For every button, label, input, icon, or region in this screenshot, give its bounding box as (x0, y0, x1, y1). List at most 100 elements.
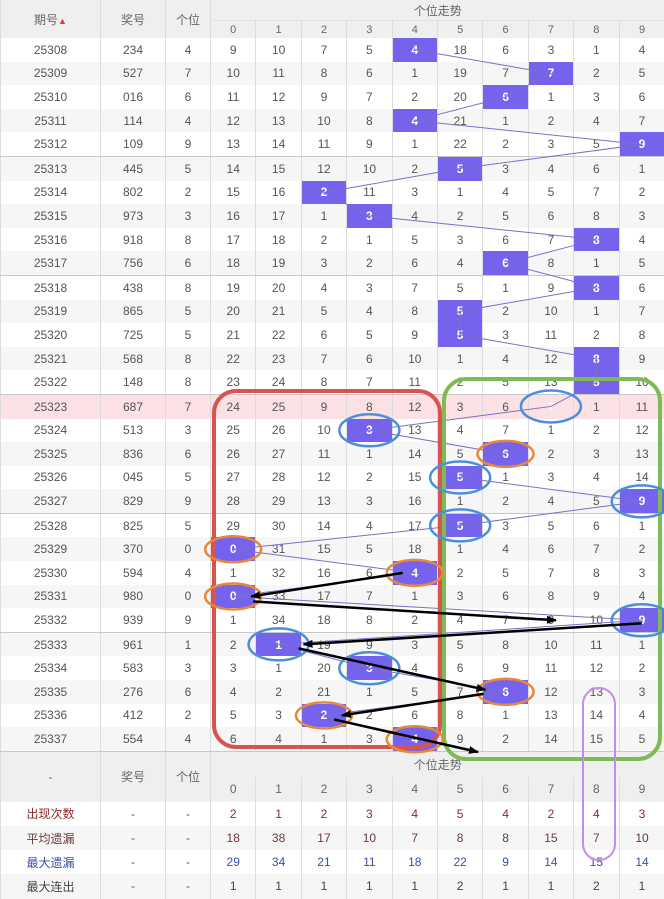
stat-value: 15 (528, 826, 573, 850)
issue-cell: 25317 (1, 251, 101, 275)
miss-cell: 2 (483, 489, 528, 513)
issue-header[interactable]: 期号▲ (1, 0, 101, 38)
issue-cell: 25318 (1, 275, 101, 299)
prize-cell: 725 (101, 323, 166, 347)
miss-cell: 7 (437, 680, 482, 704)
issue-cell: 25334 (1, 656, 101, 680)
hit-cell: 3 (347, 419, 392, 443)
prize-cell: 370 (101, 537, 166, 561)
miss-cell: 11 (528, 323, 573, 347)
miss-cell: 3 (347, 489, 392, 513)
miss-cell: 2 (483, 727, 528, 751)
miss-cell: 9 (301, 394, 346, 418)
unit-cell: 5 (166, 323, 211, 347)
miss-cell: 18 (392, 537, 437, 561)
miss-cell: 2 (528, 109, 573, 133)
miss-cell: 1 (211, 608, 256, 632)
miss-cell: 19 (437, 62, 482, 86)
miss-cell: 2 (392, 85, 437, 109)
stat-unit-dash: - (166, 850, 211, 874)
miss-cell: 29 (211, 513, 256, 537)
miss-cell: 6 (347, 62, 392, 86)
miss-cell: 11 (301, 442, 346, 466)
miss-cell: 1 (528, 419, 573, 443)
hit-cell: 5 (437, 323, 482, 347)
unit-cell: 5 (166, 513, 211, 537)
stat-value: 14 (528, 850, 573, 874)
miss-cell: 11 (301, 132, 346, 156)
footer-prize-header: 奖号 (101, 751, 166, 802)
prize-cell: 756 (101, 251, 166, 275)
miss-cell: 8 (528, 251, 573, 275)
miss-cell: 5 (619, 727, 664, 751)
miss-cell: 2 (574, 323, 619, 347)
miss-cell: 5 (437, 632, 482, 656)
miss-cell: 1 (483, 275, 528, 299)
prize-cell: 829 (101, 489, 166, 513)
miss-cell: 4 (211, 680, 256, 704)
issue-cell: 25331 (1, 585, 101, 609)
miss-cell: 5 (574, 132, 619, 156)
stat-prize-dash: - (101, 850, 166, 874)
unit-cell: 8 (166, 347, 211, 371)
miss-cell: 8 (347, 608, 392, 632)
digit-header-5: 5 (437, 21, 482, 39)
miss-cell: 20 (211, 300, 256, 324)
prize-cell: 825 (101, 513, 166, 537)
miss-cell: 2 (347, 251, 392, 275)
hit-cell: 5 (437, 466, 482, 490)
miss-cell: 7 (483, 608, 528, 632)
footer-digit-header-1: 1 (256, 777, 301, 802)
miss-cell: 20 (256, 275, 301, 299)
miss-cell: 2 (392, 156, 437, 180)
hit-cell: 9 (619, 489, 664, 513)
miss-cell: 6 (574, 513, 619, 537)
miss-cell: 3 (483, 156, 528, 180)
prize-cell: 583 (101, 656, 166, 680)
miss-cell: 2 (483, 300, 528, 324)
miss-cell: 3 (528, 466, 573, 490)
unit-cell: 4 (166, 109, 211, 133)
stat-value: 8 (437, 826, 482, 850)
miss-cell: 3 (528, 132, 573, 156)
miss-cell: 23 (211, 370, 256, 394)
unit-cell: 6 (166, 680, 211, 704)
unit-cell: 6 (166, 251, 211, 275)
hit-cell: 7 (528, 62, 573, 86)
miss-cell: 3 (347, 275, 392, 299)
miss-cell: 6 (574, 156, 619, 180)
miss-cell: 14 (301, 513, 346, 537)
miss-cell: 3 (528, 38, 573, 62)
miss-cell: 5 (528, 181, 573, 205)
hit-cell: 2 (301, 704, 346, 728)
miss-cell: 10 (347, 156, 392, 180)
miss-cell: 7 (619, 109, 664, 133)
miss-cell: 9 (574, 585, 619, 609)
issue-cell: 25326 (1, 466, 101, 490)
miss-cell: 1 (301, 204, 346, 228)
hit-cell: 6 (483, 680, 528, 704)
prize-cell: 045 (101, 466, 166, 490)
miss-cell: 2 (574, 419, 619, 443)
miss-cell: 1 (619, 156, 664, 180)
unit-cell: 4 (166, 38, 211, 62)
stat-value: 2 (574, 874, 619, 898)
sort-asc-icon[interactable]: ▲ (58, 16, 67, 26)
miss-cell: 22 (211, 347, 256, 371)
miss-cell: 1 (347, 680, 392, 704)
miss-cell: 12 (256, 85, 301, 109)
prize-cell: 114 (101, 109, 166, 133)
miss-cell: 6 (392, 251, 437, 275)
miss-cell: 2 (483, 132, 528, 156)
miss-cell: 17 (211, 228, 256, 252)
unit-cell: 7 (166, 394, 211, 418)
